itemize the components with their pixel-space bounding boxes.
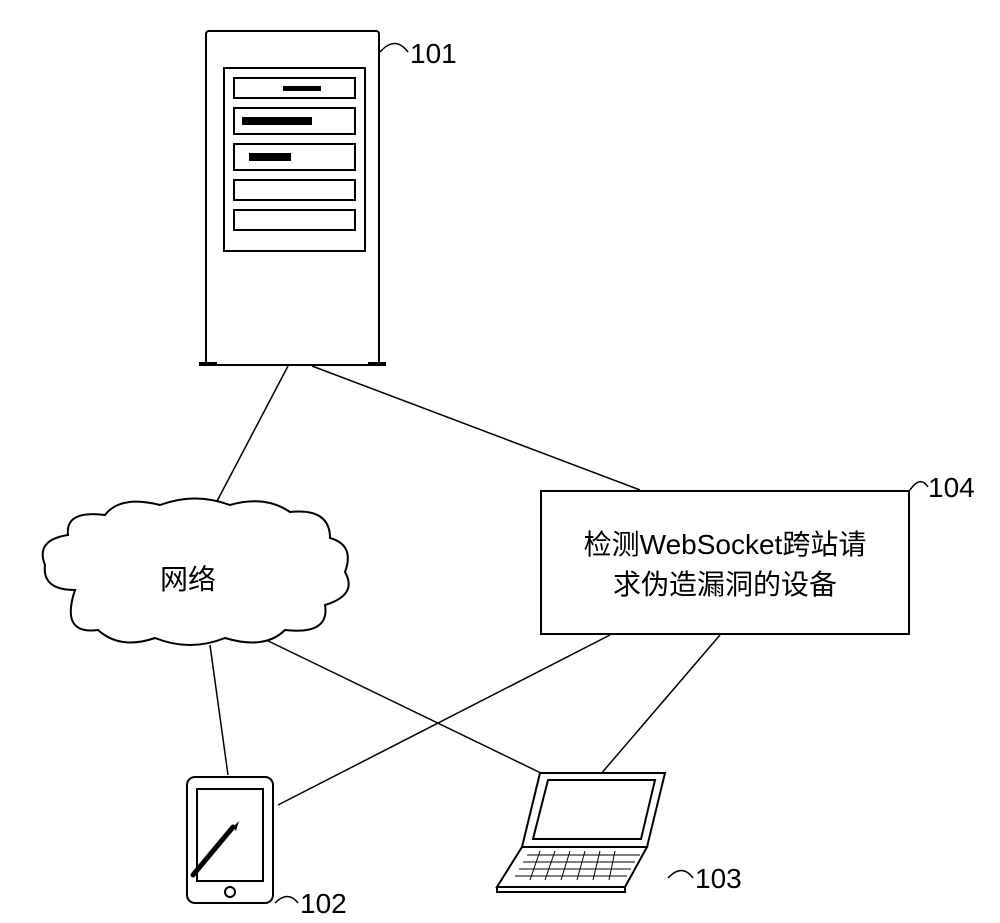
laptop-node <box>485 765 680 895</box>
network-diagram: 101 网络 检测WebSocket跨站请 求伪造漏洞的设备 104 102 <box>0 0 1000 923</box>
detection-label: 104 <box>928 472 975 504</box>
detection-text-line2: 求伪造漏洞的设备 <box>584 563 867 603</box>
detection-text-line1: 检测WebSocket跨站请 <box>584 523 867 563</box>
tablet-node <box>185 775 285 910</box>
server-label: 101 <box>410 38 457 70</box>
laptop-label: 103 <box>695 863 742 895</box>
cloud-label: 网络 <box>160 558 216 598</box>
tablet-label: 102 <box>300 888 347 920</box>
detection-device-node: 检测WebSocket跨站请 求伪造漏洞的设备 <box>540 490 910 635</box>
server-node <box>205 30 380 366</box>
